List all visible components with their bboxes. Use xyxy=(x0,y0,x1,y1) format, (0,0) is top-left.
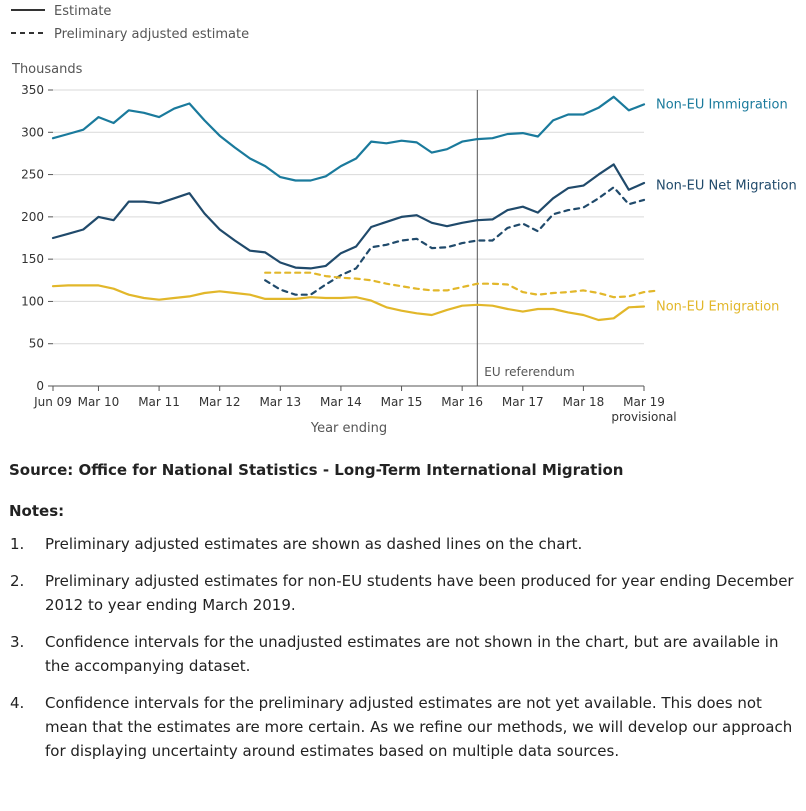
series-label-non-eu-emigration: Non-EU Emigration xyxy=(656,300,779,315)
y-tick-label: 50 xyxy=(29,337,44,351)
source-note: Source: Office for National Statistics -… xyxy=(9,461,624,479)
x-tick-label: Mar 10 xyxy=(78,395,120,409)
y-tick-label: 150 xyxy=(21,252,44,266)
notes-heading: Notes: xyxy=(9,502,65,520)
y-tick-label: 0 xyxy=(36,379,44,393)
y-axis-title: Thousands xyxy=(11,62,83,77)
note-number: 3. xyxy=(10,633,25,651)
y-tick-label: 350 xyxy=(21,83,44,97)
eu-referendum-label: EU referendum xyxy=(484,365,574,379)
note-number: 2. xyxy=(10,572,25,590)
note-text: Preliminary adjusted estimates for non-E… xyxy=(45,572,794,614)
x-tick-label: Mar 18 xyxy=(563,395,605,409)
note-item: 4. Confidence intervals for the prelimina… xyxy=(9,691,799,763)
x-tick-label: Mar 11 xyxy=(138,395,180,409)
note-text: Confidence intervals for the unadjusted … xyxy=(45,633,779,675)
x-tick-sublabel: provisional xyxy=(611,410,676,424)
note-number: 4. xyxy=(10,694,25,712)
note-text: Confidence intervals for the preliminary… xyxy=(45,694,793,760)
x-tick-label: Mar 12 xyxy=(199,395,241,409)
legend: Estimate Preliminary adjusted estimate xyxy=(11,4,249,42)
x-tick-label: Mar 17 xyxy=(502,395,544,409)
y-tick-label: 100 xyxy=(21,294,44,308)
series-line-non-eu-net-migration-preliminary-adjusted xyxy=(264,186,646,296)
x-tick-label: Mar 19 xyxy=(623,395,665,409)
series-line-non-eu-net-migration xyxy=(51,163,646,270)
y-tick-label: 300 xyxy=(21,125,44,139)
note-item: 3. Confidence intervals for the unadjuste… xyxy=(9,630,799,678)
x-tick-label: Mar 13 xyxy=(259,395,301,409)
gridlines xyxy=(53,89,644,387)
x-axis-title: Year ending xyxy=(310,421,387,436)
y-axis: 0 50 100 150 200 250 300 350 xyxy=(21,83,53,393)
legend-estimate-label: Estimate xyxy=(54,4,111,19)
x-tick-label: Mar 14 xyxy=(320,395,362,409)
x-axis: Jun 09 Mar 10 Mar 11 Mar 12 Mar 13 Mar 14 Mar … xyxy=(33,386,677,424)
legend-preliminary-label: Preliminary adjusted estimate xyxy=(54,27,249,42)
series-line-non-eu-emigration-preliminary-adjusted xyxy=(264,271,661,299)
note-item: 2. Preliminary adjusted estimates for non… xyxy=(9,569,799,617)
x-tick-label: Mar 15 xyxy=(381,395,423,409)
series-lines xyxy=(51,95,661,322)
series-label-non-eu-net-migration: Non-EU Net Migration xyxy=(656,179,797,194)
x-tick-label: Mar 16 xyxy=(441,395,483,409)
note-item: 1. Preliminary adjusted estimates are sho… xyxy=(9,532,799,556)
y-tick-label: 200 xyxy=(21,210,44,224)
series-line-non-eu-immigration xyxy=(51,95,646,182)
migration-chart: Estimate Preliminary adjusted estimate T… xyxy=(11,4,797,436)
y-tick-label: 250 xyxy=(21,168,44,182)
series-label-non-eu-immigration: Non-EU Immigration xyxy=(656,97,788,112)
series-line-non-eu-emigration xyxy=(51,284,646,322)
notes-list: 1. Preliminary adjusted estimates are sho… xyxy=(9,532,799,776)
x-tick-label: Jun 09 xyxy=(33,395,72,409)
series-labels: Non-EU Immigration Non-EU Net Migration No… xyxy=(656,97,797,314)
note-text: Preliminary adjusted estimates are shown… xyxy=(45,535,583,553)
note-number: 1. xyxy=(10,535,25,553)
